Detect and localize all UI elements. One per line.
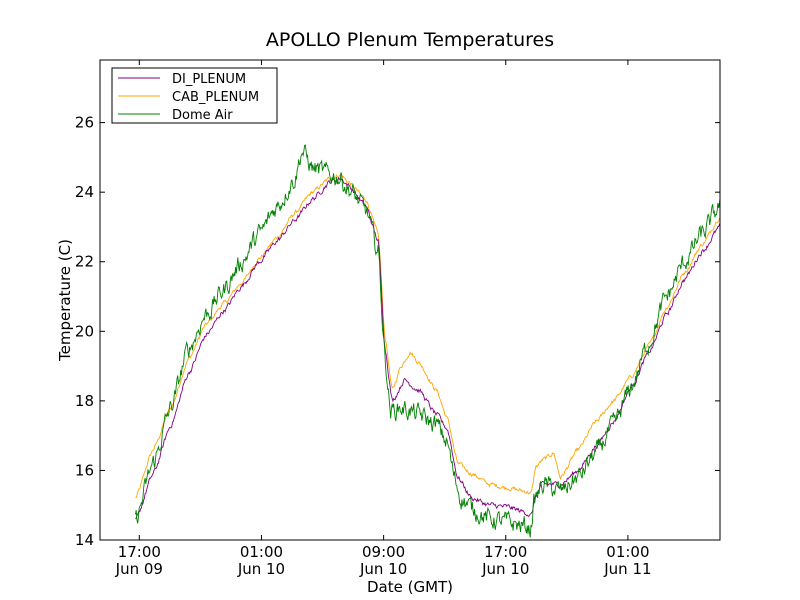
y-tick-label: 18	[75, 392, 94, 410]
y-tick-label: 26	[75, 114, 94, 132]
x-tick-label: 01:00	[606, 543, 649, 561]
legend: DI_PLENUM CAB_PLENUM Dome Air	[111, 67, 278, 124]
y-tick-label: 24	[75, 183, 94, 201]
plot-frame	[99, 59, 721, 541]
legend-label-dome-air: Dome Air	[172, 108, 233, 123]
series-line-di-plenum	[135, 176, 720, 520]
x-tick-label: 17:00	[484, 543, 527, 561]
y-axis-label: Temperature (C)	[56, 239, 74, 362]
series-line-dome-air	[134, 144, 720, 538]
y-tick-label: 22	[75, 253, 94, 271]
x-tick-label-date: Jun 10	[481, 560, 529, 578]
legend-label-di-plenum: DI_PLENUM	[172, 72, 246, 87]
series-line-cab-plenum	[135, 173, 720, 499]
y-tick-label: 16	[75, 461, 94, 479]
x-tick-label-date: Jun 10	[237, 560, 285, 578]
chart-title: APOLLO Plenum Temperatures	[266, 29, 554, 51]
x-tick-label: 09:00	[362, 543, 405, 561]
legend-label-cab-plenum: CAB_PLENUM	[172, 90, 259, 105]
y-tick-label: 20	[75, 322, 94, 340]
x-axis-label: Date (GMT)	[367, 578, 453, 596]
x-tick-label-date: Jun 09	[115, 560, 163, 578]
x-tick-label-date: Jun 11	[603, 560, 651, 578]
x-tick-label: 01:00	[240, 543, 283, 561]
y-tick-label: 14	[75, 531, 94, 549]
x-tick-label: 17:00	[118, 543, 161, 561]
x-tick-label-date: Jun 10	[359, 560, 407, 578]
